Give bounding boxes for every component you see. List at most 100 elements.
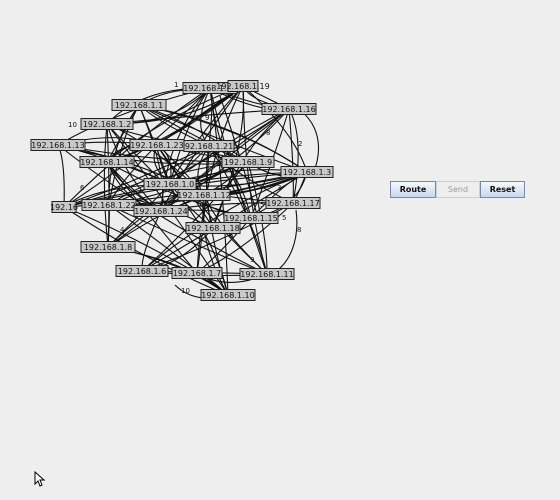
edge-weights: 1 10 8 2 3 5 6 8 10 9 7 4 6 9 5 — [68, 81, 302, 295]
edge-weight-label: 9 — [250, 256, 254, 264]
graph-node[interactable]: 192.168.1.17 — [265, 197, 321, 209]
graph-edge — [208, 145, 294, 204]
graph-node[interactable]: 192.168.1.6 — [115, 265, 169, 277]
graph-edge — [247, 161, 270, 275]
graph-node-label: 192.168.1.8 — [84, 243, 132, 252]
edge-weight-label: 9 — [205, 114, 209, 122]
graph-node-label: 192.168.1.10 — [201, 291, 254, 300]
graph-node[interactable]: 192.168.1.12 — [177, 189, 231, 201]
graph-node-box — [261, 103, 317, 115]
graph-node-label: 192.168.1.2 — [83, 120, 131, 129]
graph-node-label: 92.168.1.21 — [185, 142, 233, 151]
graph-node[interactable]: 192.168.1.22 — [81, 199, 137, 211]
graph-edge — [242, 85, 308, 173]
graph-node[interactable]: 192.168.1.23 — [129, 139, 185, 151]
graph-node-box — [265, 197, 321, 209]
graph-node-label: 192.168.1.11 — [240, 270, 293, 279]
graph-node-label: 192.168.1.6 — [118, 267, 166, 276]
graph-edge — [141, 202, 294, 272]
graph-node[interactable]: 192.168.1.24 — [133, 205, 189, 217]
edge-weight-label: 6 — [80, 184, 85, 192]
graph-node-box — [51, 201, 77, 213]
graph-edge — [138, 104, 308, 173]
graph-node-box — [239, 268, 295, 280]
graph-node-label: 192.168.1.13 — [31, 141, 84, 150]
edge-weight-label: 1 — [174, 81, 178, 89]
graph-edge — [108, 108, 290, 206]
send-button[interactable]: Send — [436, 181, 480, 198]
graph-node-label: 192.168.1.12 — [177, 191, 230, 200]
graph-node[interactable]: 192.168.1.15 — [223, 212, 279, 224]
graph-node[interactable]: 192.168.1.19 — [216, 80, 270, 92]
graph-node-box — [115, 265, 169, 277]
graph-node[interactable]: 192.168.1.2 — [80, 118, 134, 130]
edge-weight-label: 10 — [181, 287, 190, 295]
graph-node[interactable]: 192.16 — [50, 201, 78, 213]
graph-edge — [288, 108, 299, 204]
graph-edge — [108, 204, 268, 275]
toolbar: Route Send Reset — [390, 181, 525, 198]
graph-node-label: 192.168.1.15 — [224, 214, 277, 223]
edge-weight-label: 3 — [277, 184, 281, 192]
edge-weight-label: 8 — [266, 129, 270, 137]
graph-node[interactable]: 192.168.1.16 — [261, 103, 317, 115]
graph-edge — [105, 123, 111, 248]
edge-weight-label: 2 — [298, 140, 302, 148]
graph-node[interactable]: 192.168.1.11 — [239, 268, 295, 280]
graph-node[interactable]: 192.168.1.8 — [80, 241, 136, 253]
graph-node-box — [30, 139, 86, 151]
graph-node-label: 192.168.1.1 — [115, 101, 163, 110]
graph-node-label: 192.168.1.16 — [262, 105, 315, 114]
graph-node-label: 192.168.1.19 — [216, 82, 269, 91]
graph-node-box — [80, 241, 136, 253]
graph-node-label: 192.168.1.17 — [266, 199, 319, 208]
graph-node[interactable]: 192.168.1.7 — [171, 267, 223, 279]
graph-node-label: 192.168.1.20 — [183, 84, 236, 93]
graph-edge — [103, 123, 110, 248]
graph-node[interactable]: 192.168.1.3 — [280, 166, 334, 178]
graph-node-label: 192.168.1.3 — [283, 168, 331, 177]
graph-node[interactable]: 192.168.1.9 — [221, 156, 275, 168]
graph-node-box — [177, 189, 231, 201]
route-button[interactable]: Route — [390, 181, 436, 198]
graph-edge — [194, 85, 244, 274]
edge-weight-label: 6 — [229, 232, 234, 240]
graph-node[interactable]: 192.168.1.1 — [111, 99, 167, 111]
graph-edge — [299, 109, 320, 176]
graph-node-label: 192.16 — [50, 203, 78, 212]
graph-edge — [108, 204, 229, 296]
graph-node-label: 192.168.1.7 — [173, 269, 221, 278]
graph-node-box — [79, 156, 135, 168]
graph-edge — [107, 145, 210, 248]
graph-node-box — [171, 267, 223, 279]
graph-node-box — [133, 205, 189, 217]
edge-weight-label: 4 — [120, 226, 125, 234]
edge-weight-label: 10 — [68, 121, 77, 129]
graph-node-box — [223, 212, 279, 224]
graph-node-label: 192.168.1.23 — [130, 141, 183, 150]
graph-node[interactable]: 192.168.1.13 — [30, 139, 86, 151]
graph-node[interactable]: 192.168.1.0 — [143, 178, 197, 190]
graph-edge — [208, 87, 268, 275]
graph-node-label: 192.168.1.0 — [146, 180, 194, 189]
graph-node-label: 192.168.1.9 — [224, 158, 272, 167]
edge-weight-label: 7 — [148, 170, 152, 178]
graph-node[interactable]: 192.168.1.14 — [79, 156, 135, 168]
graph-node-label: 192.168.1.24 — [134, 207, 187, 216]
reset-button[interactable]: Reset — [480, 181, 525, 198]
graph-node-box — [183, 140, 235, 152]
graph-edge — [63, 87, 211, 208]
graph-edge — [63, 206, 229, 296]
edge-weight-label: 5 — [282, 214, 286, 222]
graph-node[interactable]: 192.168.1.10 — [200, 289, 256, 301]
mouse-pointer-icon — [34, 471, 46, 487]
graph-node-box — [80, 118, 134, 130]
graph-edge — [57, 144, 67, 208]
graph-node-label: 192.168.1.22 — [82, 201, 135, 210]
graph-edge — [208, 145, 252, 219]
graph-node[interactable]: 192.168.1.18 — [185, 222, 241, 234]
graph-node[interactable]: 92.168.1.21 — [183, 140, 235, 152]
graph-edge — [194, 145, 210, 274]
